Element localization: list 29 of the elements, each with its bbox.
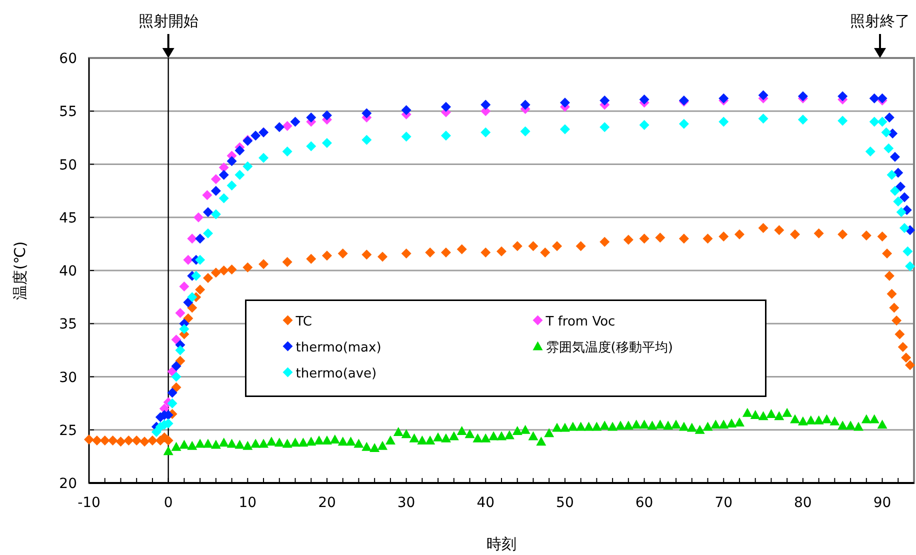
x-tick-label: 80 (794, 495, 812, 511)
legend-label: TC (294, 314, 312, 330)
x-tick-label: -10 (78, 495, 100, 511)
x-tick-label: 30 (397, 495, 416, 511)
y-tick-label: 45 (59, 210, 77, 226)
y-tick-label: 25 (59, 422, 77, 439)
ref-line-label: 照射開始 (138, 12, 198, 30)
y-tick-label: 60 (59, 51, 77, 67)
x-tick-label: 20 (318, 495, 336, 511)
x-tick-label: 10 (238, 495, 257, 511)
y-tick-label: 40 (59, 264, 77, 280)
x-tick-label: 70 (714, 495, 733, 511)
y-tick-label: 35 (59, 316, 77, 333)
legend-label: 雰囲気温度(移動平均) (546, 339, 673, 356)
text: 照射終了 (850, 12, 910, 30)
y-axis-title: 温度(℃) (11, 241, 29, 300)
legend-label: thermo(ave) (296, 366, 377, 382)
y-tick-label: 30 (59, 370, 77, 386)
x-axis-title: 時刻 (486, 535, 516, 553)
x-tick-label: 60 (635, 495, 654, 511)
legend-label: thermo(max) (296, 340, 382, 356)
legend-label: T from Voc (544, 314, 616, 330)
x-tick-label: 40 (476, 495, 495, 511)
y-tick-label: 20 (59, 476, 77, 492)
x-tick-label: 90 (873, 495, 892, 511)
x-tick-label: 50 (556, 495, 574, 511)
y-tick-label: 55 (59, 104, 77, 120)
y-tick-label: 50 (59, 157, 77, 174)
x-tick-label: 0 (164, 495, 173, 511)
